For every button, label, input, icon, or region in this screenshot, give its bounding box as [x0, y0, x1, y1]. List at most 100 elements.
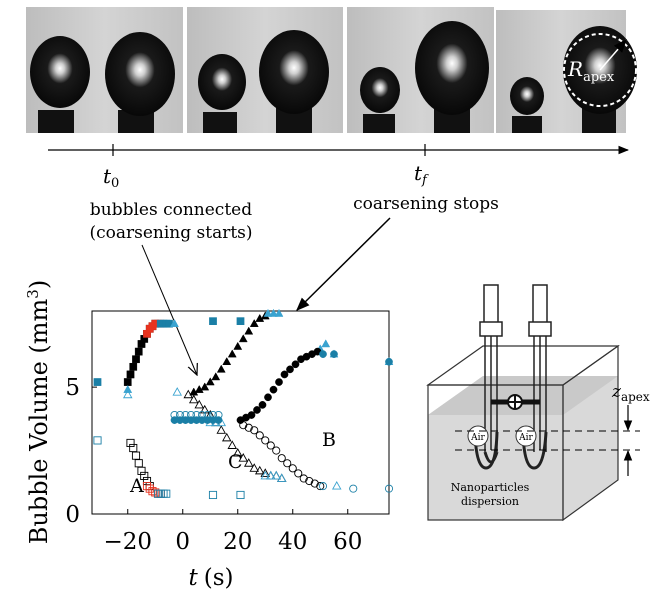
data-point [175, 410, 185, 420]
data-point [291, 360, 300, 369]
data-point [260, 468, 271, 477]
data-point [264, 393, 272, 402]
photo-strip: Rapex [26, 7, 637, 133]
annotation-connected-line2: (coarsening starts) [89, 223, 252, 243]
data-point [254, 465, 265, 475]
data-point [126, 370, 135, 379]
data-point [250, 426, 259, 435]
data-point [269, 385, 278, 394]
stops-pointer [296, 217, 391, 311]
data-point [286, 365, 294, 374]
data-point [239, 421, 248, 430]
data-point [126, 438, 135, 448]
x-tick-label: 0 [175, 529, 190, 555]
data-point [214, 410, 223, 420]
data-point [151, 488, 160, 497]
data-point [265, 470, 276, 480]
data-point [131, 451, 141, 460]
data-point [275, 378, 283, 386]
data-point [236, 490, 245, 500]
connected-pointer [141, 244, 197, 375]
caption-line2: dispersion [461, 495, 519, 508]
data-point [276, 473, 287, 482]
tf-label: tf [414, 161, 429, 188]
data-point [222, 357, 232, 365]
data-point [137, 466, 146, 475]
data-point [227, 440, 238, 449]
curve-label-c: C [228, 451, 243, 473]
data-point [216, 425, 227, 434]
data-point [244, 423, 253, 432]
data-point [134, 347, 143, 356]
bubble [259, 30, 329, 114]
chart: −20 0 20 40 60 0 5 A C B t (s) Bubble Volume (m… [24, 280, 394, 591]
data-point [205, 377, 215, 386]
data-point [129, 362, 138, 371]
data-point [310, 479, 319, 488]
data-point [208, 490, 218, 500]
data-point [134, 459, 143, 468]
bubble [30, 36, 90, 108]
bubble [360, 67, 400, 113]
data-point [211, 372, 221, 381]
y-tick-label: 5 [65, 375, 80, 401]
data-point [172, 387, 183, 396]
data-marks [93, 308, 394, 500]
data-point [260, 470, 271, 480]
apex-radius-arrow [599, 38, 627, 71]
data-point [269, 308, 278, 317]
x-tick-label: 40 [278, 529, 307, 555]
annotation-stops: coarsening stops [353, 194, 499, 214]
data-point [271, 470, 282, 480]
data-point [192, 410, 201, 420]
data-point [188, 394, 199, 404]
data-point [203, 410, 212, 420]
data-point [331, 480, 342, 490]
apex-radius-circle [563, 33, 637, 107]
data-point [181, 410, 190, 420]
annotations: bubbles connected (coarsening starts) co… [89, 194, 499, 375]
data-point [186, 410, 196, 420]
data-point [271, 470, 282, 480]
photo-frame-3 [347, 7, 494, 133]
data-point [316, 482, 325, 491]
x-axis-label: t (s) [189, 565, 234, 591]
x-tick-label: −20 [103, 529, 152, 555]
bubble [510, 77, 544, 115]
data-point [255, 431, 264, 440]
data-point [93, 436, 102, 445]
data-point [233, 341, 243, 350]
data-point [263, 308, 273, 317]
data-point [274, 308, 284, 317]
data-point [183, 389, 194, 399]
data-point [142, 476, 152, 486]
data-point [244, 326, 254, 335]
data-point [194, 399, 205, 409]
data-point [232, 447, 243, 457]
data-point [288, 464, 297, 473]
box-side [562, 344, 619, 522]
data-point [349, 484, 358, 493]
data-point [294, 469, 303, 478]
y-axis-label: Bubble Volume (mm3) [24, 280, 53, 544]
data-point [277, 454, 286, 463]
data-point [283, 459, 292, 468]
data-point [280, 370, 289, 379]
curve-label-a: A [129, 475, 144, 497]
data-point [170, 318, 179, 327]
data-point [258, 401, 267, 409]
axis-ticks: −20 0 20 40 60 0 5 [65, 375, 362, 555]
data-point [140, 471, 149, 480]
data-point [123, 384, 133, 393]
valve [491, 394, 540, 410]
air-label-right: Air [518, 433, 533, 443]
data-point [261, 436, 270, 445]
data-point [142, 482, 152, 491]
caption-line1: Nanoparticles [451, 481, 530, 494]
schematic: Air Air zapex Nanoparticles dispersion [426, 284, 650, 522]
data-point [272, 446, 281, 455]
data-point [299, 474, 308, 483]
data-point [243, 458, 254, 467]
data-point [209, 317, 217, 325]
data-point [162, 489, 171, 498]
